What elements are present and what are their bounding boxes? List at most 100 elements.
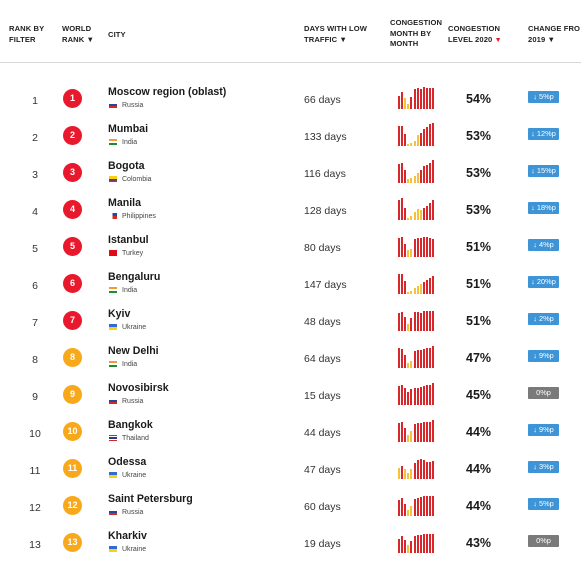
days-low-traffic: 128 days [304,205,347,217]
city-name-link[interactable]: Kharkiv [108,530,147,542]
congestion-month-chart [398,196,435,220]
month-bar [429,348,431,368]
days-low-traffic: 19 days [304,538,341,550]
sort-desc-icon: ▼ [494,36,502,44]
city-name-link[interactable]: Novosibirsk [108,382,169,394]
month-bar [425,206,428,220]
change-badge: ↓ 5%p [528,498,559,510]
month-bar [407,435,410,442]
table-row[interactable]: 11 11 Odessa Ukraine 47 days 44% ↓ 3%p [0,456,581,495]
month-bar [410,541,413,553]
city-name-link[interactable]: Manila [108,197,141,209]
table-row[interactable]: 2 2 Mumbai India 133 days 53% ↓ 12%p [0,123,581,162]
rank-by-filter: 10 [29,428,41,440]
city-name-link[interactable]: Bogota [108,160,145,172]
rank-by-filter: 9 [32,391,38,403]
change-badge: ↓ 2%p [528,313,559,325]
days-low-traffic: 133 days [304,131,347,143]
month-bar [429,311,431,331]
congestion-month-chart [398,85,435,109]
table-row[interactable]: 10 10 Bangkok Thailand 44 days 44% ↓ 9%p [0,419,581,458]
table-row[interactable]: 13 13 Kharkiv Ukraine 19 days 43% 0%p [0,529,581,569]
city-name-link[interactable]: Odessa [108,456,147,468]
month-bar [413,176,416,183]
month-bar [401,385,404,405]
rank-by-filter: 12 [29,502,41,514]
flag-turkey-icon [109,250,117,256]
city-name-link[interactable]: Bangkok [108,419,153,431]
table-row[interactable]: 3 3 Bogota Colombia 116 days 53% ↓ 15%p [0,160,581,199]
table-row[interactable]: 6 6 Bengaluru India 147 days 51% ↓ 20%p [0,271,581,310]
month-bar [425,237,428,257]
month-bar [413,89,416,109]
city-name-link[interactable]: Bengaluru [108,271,161,283]
month-bar [419,284,422,294]
header-month-line2: MONTH BY [390,28,432,38]
month-bar [407,250,410,257]
header-days-low-traffic[interactable]: DAYS WITH LOW TRAFFIC ▼ [304,24,367,45]
table-row[interactable]: 4 4 Manila Philippines 128 days 53% ↓ 18… [0,196,581,236]
header-rank-by-filter-line1: RANK BY [9,24,45,33]
table-row[interactable]: 7 7 Kyiv Ukraine 48 days 51% ↓ 2%p [0,308,581,347]
country-label: Ukraine [109,472,146,479]
country-name: Ukraine [122,472,147,479]
header-world-rank[interactable]: WORLD RANK ▼ [62,24,94,45]
header-city[interactable]: CITY [108,30,126,39]
month-bar [404,317,407,331]
month-bar [401,422,404,442]
city-name-link[interactable]: Kyiv [108,308,131,320]
header-level-line2: LEVEL 2020 [448,34,493,44]
city-name-link[interactable]: Istanbul [108,234,149,246]
month-bar [429,534,431,553]
world-rank-badge: 4 [63,200,82,219]
header-month-line3: MONTH [390,39,419,48]
congestion-level: 51% [466,314,492,328]
change-badge: 0%p [528,387,559,399]
month-bar [407,545,410,553]
rank-by-filter: 8 [32,354,38,366]
country-name: Thailand [122,435,149,442]
month-bar [422,534,425,553]
month-bar [422,496,425,516]
congestion-month-chart [398,344,435,368]
days-low-traffic: 47 days [304,464,341,476]
city-name-link[interactable]: Moscow region (oblast) [108,86,227,98]
month-bar [425,88,428,109]
country-label: Russia [109,509,143,516]
world-rank-badge: 1 [63,89,82,108]
city-name-link[interactable]: Saint Petersburg [108,493,193,505]
world-rank-badge: 10 [63,422,82,441]
country-name: Russia [122,102,144,109]
month-bar [398,200,400,220]
month-bar [413,312,416,331]
header-rank-by-filter[interactable]: RANK BY FILTER [9,24,44,45]
table-row[interactable]: 1 1 Moscow region (oblast) Russia 66 day… [0,85,581,125]
month-bar [404,281,407,294]
congestion-month-chart [398,529,435,553]
month-bar [416,388,419,405]
country-name: Philippines [122,213,156,220]
header-change-from[interactable]: CHANGE FRO 2019 ▼ [528,24,580,45]
month-bar [425,534,428,553]
month-bar [416,135,419,146]
month-bar [432,534,435,553]
change-badge: ↓ 9%p [528,424,559,436]
month-bar [410,143,413,146]
table-row[interactable]: 8 8 New Delhi India 64 days 47% ↓ 9%p [0,344,581,384]
days-low-traffic: 147 days [304,279,347,291]
month-bar [422,237,425,257]
month-bar [425,311,428,331]
month-bar [416,423,419,442]
city-name-link[interactable]: Mumbai [108,123,149,135]
city-name-link[interactable]: New Delhi [108,345,159,357]
month-bar [413,239,416,257]
table-row[interactable]: 9 9 Novosibirsk Russia 15 days 45% 0%p [0,382,581,421]
country-label: Colombia [109,176,152,183]
table-row[interactable]: 12 12 Saint Petersburg Russia 60 days 44… [0,493,581,532]
table-row[interactable]: 5 5 Istanbul Turkey 80 days 51% ↓ 4%p [0,234,581,273]
header-congestion-level[interactable]: CONGESTION LEVEL 2020 ▼ [448,24,502,46]
flag-colombia-icon [109,176,117,182]
congestion-level: 51% [466,240,492,254]
month-bar [429,278,431,294]
rank-by-filter: 11 [29,465,41,477]
